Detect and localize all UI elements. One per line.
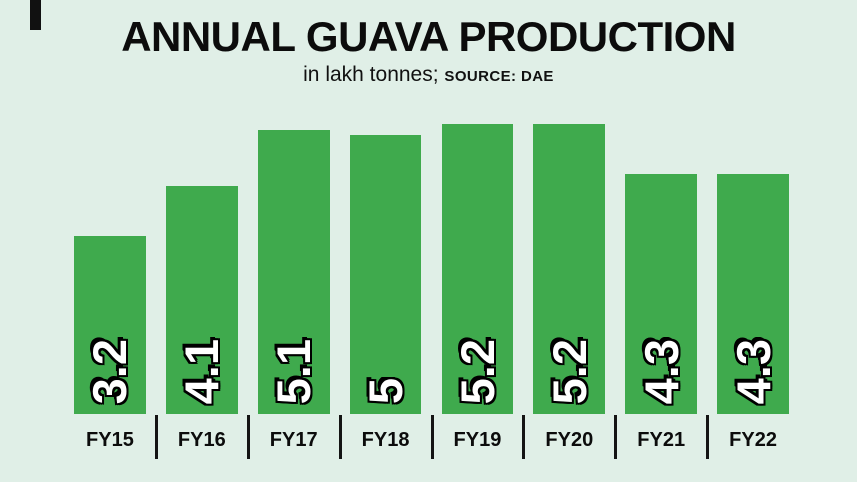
bar-slot: 4.1 xyxy=(156,102,248,415)
bar-value-label: 4.1 xyxy=(175,338,229,405)
x-axis-label-FY18: FY18 xyxy=(338,414,432,460)
x-axis-label-FY21: FY21 xyxy=(614,414,707,460)
x-axis-label-FY17: FY17 xyxy=(246,414,340,460)
bar-slot: 5.2 xyxy=(432,102,524,415)
x-axis-labels: FY15 FY16 FY17 FY18 FY19 FY20 FY21 FY22 xyxy=(64,414,799,460)
bar-slot: 5.2 xyxy=(523,102,615,415)
bar-value-label: 3.2 xyxy=(83,338,137,405)
bar-value-label: 4.3 xyxy=(634,338,688,405)
corner-mark xyxy=(30,0,41,30)
bar-slot: 4.3 xyxy=(707,102,799,415)
bar-value-label: 4.3 xyxy=(726,338,780,405)
bar-chart: 3.2 4.1 5.1 5 5.2 5.2 4.3 4.3 FY15 FY16 FY17 FY18 F… xyxy=(64,102,799,460)
bar-FY15: 3.2 xyxy=(74,236,146,415)
bar-slot: 4.3 xyxy=(615,102,707,415)
bar-value-label: 5.2 xyxy=(542,338,596,405)
bar-slot: 3.2 xyxy=(64,102,156,415)
bar-value-label: 5.1 xyxy=(267,338,321,405)
x-axis-label-FY16: FY16 xyxy=(154,414,248,460)
bar-FY16: 4.1 xyxy=(165,186,238,415)
bar-FY21: 4.3 xyxy=(625,174,698,415)
bar-FY20: 5.2 xyxy=(533,124,606,415)
bar-slot: 5 xyxy=(340,102,432,415)
chart-subtitle-line: in lakh tonnes; SOURCE: DAE xyxy=(0,62,857,90)
chart-header: ANNUAL GUAVA PRODUCTION in lakh tonnes; … xyxy=(0,0,857,90)
x-axis-label-FY22: FY22 xyxy=(706,414,799,460)
x-axis-label-FY19: FY19 xyxy=(430,414,524,460)
bar-FY22: 4.3 xyxy=(717,174,789,415)
x-axis-label-FY20: FY20 xyxy=(522,414,615,460)
chart-subtitle: in lakh tonnes; xyxy=(303,63,439,87)
chart-source: SOURCE: DAE xyxy=(444,68,554,86)
bar-value-label: 5.2 xyxy=(450,338,504,405)
bar-slot: 5.1 xyxy=(248,102,340,415)
bars-area: 3.2 4.1 5.1 5 5.2 5.2 4.3 4.3 xyxy=(64,102,799,415)
chart-title: ANNUAL GUAVA PRODUCTION xyxy=(121,13,736,60)
bar-FY18: 5 xyxy=(349,135,422,415)
bar-FY17: 5.1 xyxy=(257,130,330,415)
bar-value-label: 5 xyxy=(359,378,413,405)
bar-FY19: 5.2 xyxy=(441,124,514,415)
x-axis-label-FY15: FY15 xyxy=(86,428,134,451)
